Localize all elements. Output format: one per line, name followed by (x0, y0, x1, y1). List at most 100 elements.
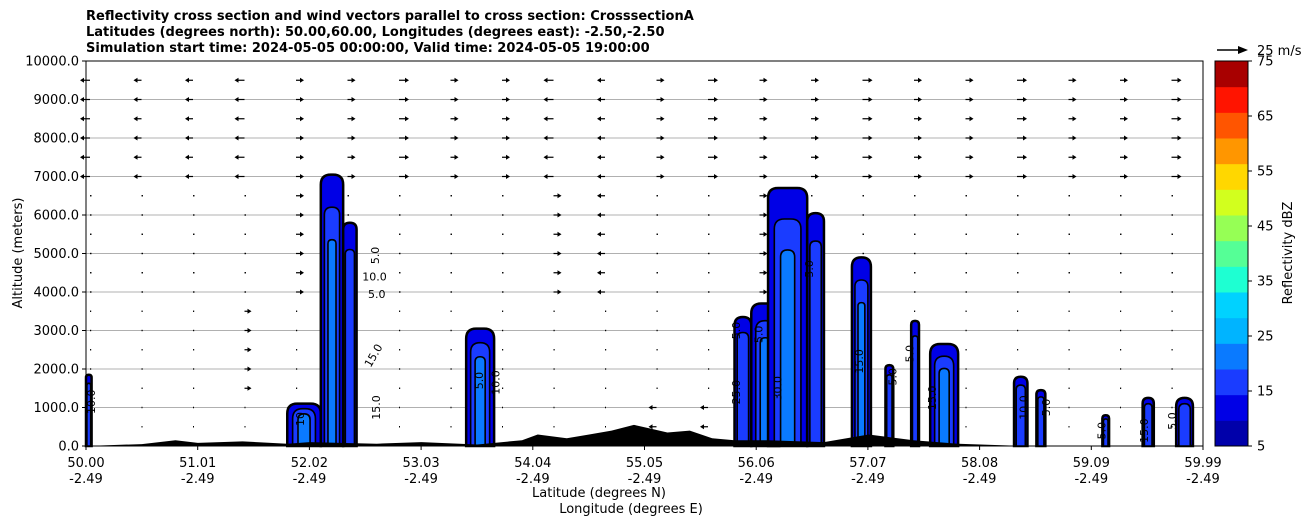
wind-vector-head (700, 405, 704, 410)
wind-vector-head (80, 154, 84, 160)
wind-vector-head (557, 270, 562, 276)
contour-label: 10.0 (1017, 395, 1030, 420)
colorbar-swatch (1215, 266, 1248, 293)
wind-vector-head (234, 154, 239, 160)
x-tick-label-lon: -2.49 (1074, 472, 1108, 487)
wind-vector-head (1177, 135, 1182, 141)
terrain-profile (86, 424, 1203, 446)
wind-vector-head (815, 174, 819, 179)
wind-vector-head (185, 154, 189, 160)
wind-vector-head (557, 289, 562, 295)
wind-vector-head (1177, 154, 1182, 160)
wind-vector-head (969, 116, 974, 122)
terrain-silhouette (86, 424, 1203, 446)
y-tick-label: 3000.0 (34, 324, 80, 339)
colorbar-swatch (1215, 292, 1248, 319)
wind-vector-head (700, 424, 704, 430)
wind-vector-head (660, 154, 665, 160)
wind-vector-head (543, 77, 548, 83)
wind-vector-head (714, 116, 718, 122)
wind-vector-head (300, 289, 304, 295)
wind-vector-head (918, 77, 922, 83)
colorbar-swatch (1215, 61, 1248, 88)
wind-vector-head (300, 193, 304, 199)
wind-vector-head (763, 154, 768, 160)
wind-vector-head (1124, 135, 1128, 141)
wind-vector-head (133, 116, 138, 122)
wind-vector-head (660, 116, 665, 122)
chart-title-line-1: Reflectivity cross section and wind vect… (86, 9, 694, 24)
wind-vector-head (351, 135, 356, 141)
wind-vector-head (300, 231, 304, 237)
x-tick-label-lon: -2.49 (404, 472, 438, 487)
wind-vector-head (557, 231, 562, 237)
wind-vector-head (405, 154, 409, 160)
colorbar-label: Reflectivity dBZ (1281, 202, 1296, 305)
wind-vector-head (454, 135, 459, 141)
wind-vector-head (815, 154, 819, 160)
y-tick-label: 7000.0 (34, 170, 80, 185)
wind-vector-head (300, 154, 304, 160)
wind-vector-head (597, 270, 601, 276)
x-tick-label-lon: -2.49 (851, 472, 885, 487)
reflectivity-contour (938, 367, 950, 447)
wind-vector-head (597, 251, 601, 256)
reflectivity-contour (885, 374, 893, 447)
wind-vector-head (234, 77, 239, 83)
wind-vector-head (133, 174, 138, 179)
wind-vector-head (969, 77, 974, 83)
wind-vector-head (1023, 97, 1027, 102)
wind-vector-head (1177, 97, 1182, 102)
wind-vector-head (1072, 116, 1077, 122)
colorbar-swatch (1215, 343, 1248, 370)
wind-vector-head (405, 135, 409, 141)
contour-label: 30.0 (771, 376, 784, 401)
wind-vector-head (300, 135, 304, 141)
wind-vector-head (351, 97, 356, 102)
wind-vector-head (969, 174, 974, 179)
reflectivity-contour (1015, 384, 1027, 447)
wind-vector-head (506, 135, 510, 141)
colorbar-swatch (1215, 163, 1248, 190)
reflectivity-contours (84, 173, 1195, 448)
x-tick-label-lon: -2.49 (628, 472, 662, 487)
x-tick-label-lat: 56.06 (738, 456, 775, 471)
y-tick-label: 1000.0 (34, 401, 80, 416)
wind-vector-head (714, 97, 718, 102)
wind-vector-head (868, 154, 873, 160)
wind-vector-head (1023, 77, 1027, 83)
wind-vector-head (133, 97, 138, 102)
wind-vector-head (557, 251, 562, 256)
contour-label: 15.0 (853, 349, 866, 374)
wind-vector-head (1023, 135, 1027, 141)
wind-vector-head (763, 135, 768, 141)
y-tick-label: 9000.0 (34, 93, 80, 108)
wind-vector-head (1072, 174, 1077, 179)
colorbar-swatch (1215, 138, 1248, 165)
wind-vector-head (1124, 97, 1128, 102)
contour-label: 10.0 (362, 270, 387, 283)
x-tick-label-lat: 59.99 (1184, 456, 1221, 471)
wind-vector-head (1023, 174, 1027, 179)
wind-vector-head (506, 174, 510, 179)
colorbar-swatch (1215, 394, 1248, 421)
x-tick-label-lat: 55.05 (626, 456, 663, 471)
wind-vector-head (454, 97, 459, 102)
wind-vector-head (351, 154, 356, 160)
wind-vector-head (300, 270, 304, 276)
contour-label: 25.0 (730, 380, 743, 405)
wind-vector-head (1177, 116, 1182, 122)
wind-vector-head (1124, 154, 1128, 160)
wind-vector-head (185, 135, 189, 141)
wind-vector-head (405, 116, 409, 122)
wind-vector-head (597, 135, 601, 141)
wind-vector-head (763, 212, 768, 218)
colorbar-swatch (1215, 240, 1248, 267)
wind-vector-head (234, 97, 239, 102)
colorbar-swatch (1215, 317, 1248, 344)
x-tick-label-lat: 50.00 (67, 456, 104, 471)
wind-vector-head (1023, 154, 1027, 160)
wind-vector-head (543, 97, 548, 102)
wind-vector-head (597, 289, 601, 295)
